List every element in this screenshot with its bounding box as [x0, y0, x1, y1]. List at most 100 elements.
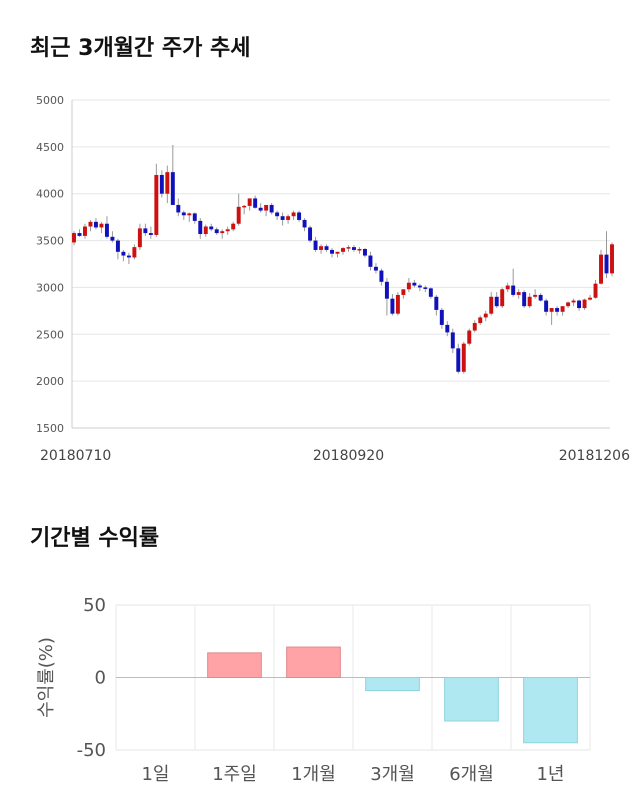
- candle-body: [148, 233, 153, 235]
- candle-body: [308, 227, 313, 241]
- candle-body: [209, 226, 214, 230]
- candle-body: [401, 289, 406, 295]
- candle-body: [379, 270, 384, 282]
- candle-body: [83, 226, 87, 236]
- candle-body: [566, 302, 571, 307]
- candle-body: [428, 288, 433, 297]
- candle-body: [412, 282, 417, 286]
- y-axis-label: 수익률(%): [36, 637, 57, 718]
- y-tick-label: 5000: [36, 94, 64, 107]
- candle-body: [588, 297, 593, 300]
- candle-body: [258, 207, 263, 211]
- candle-body: [247, 198, 252, 206]
- x-tick-label: 6개월: [449, 764, 494, 785]
- return-bar: [444, 677, 499, 722]
- candle-body: [544, 300, 549, 312]
- candle-body: [203, 226, 208, 235]
- candle-body: [330, 249, 334, 254]
- price-candlestick-chart: 5000 4500 4000 3500 3000 2500 2000 1500 20180710…: [36, 94, 630, 464]
- candle-body: [154, 174, 159, 235]
- candle-body: [297, 212, 302, 220]
- return-chart-title: 기간별 수익률: [30, 526, 160, 551]
- candle-body: [115, 240, 120, 252]
- candle-body: [176, 204, 181, 213]
- candle-body: [77, 233, 82, 236]
- candle-body: [302, 219, 307, 228]
- candle-body: [390, 298, 395, 314]
- candle-body: [264, 204, 269, 211]
- candle-body: [341, 248, 345, 252]
- candle-body: [121, 251, 126, 256]
- candle-body: [516, 292, 521, 295]
- y-tick-label: 0: [95, 668, 106, 689]
- candle-body: [549, 308, 554, 312]
- return-bar: [207, 652, 262, 678]
- x-tick-label: 1주일: [212, 764, 257, 785]
- return-bar: [523, 677, 578, 744]
- candle-body: [500, 289, 505, 307]
- candle-body: [445, 324, 450, 333]
- candle-body: [291, 212, 296, 217]
- x-tick-label: 20180710: [40, 448, 111, 464]
- candle-body: [253, 198, 258, 208]
- candle-body: [384, 281, 389, 299]
- x-tick-label: 3개월: [370, 764, 415, 785]
- candle-body: [132, 247, 137, 258]
- candle-body: [406, 282, 411, 290]
- y-tick-label: 4000: [36, 188, 64, 201]
- candle-body: [373, 266, 378, 271]
- y-tick-label: 3500: [36, 235, 64, 248]
- candle-body: [231, 223, 236, 230]
- candle-body: [395, 294, 400, 314]
- candle-body: [72, 233, 76, 243]
- candle-body: [335, 251, 340, 254]
- candle-body: [472, 323, 477, 331]
- candle-body: [269, 204, 274, 213]
- x-tick-label: 1개월: [291, 764, 336, 785]
- candle-body: [324, 246, 329, 250]
- candle-body: [467, 330, 472, 344]
- candle-body: [280, 216, 285, 220]
- return-bar-chart: 50 0 -50 수익률(%) 1일 1주일 1개월 3개월 6개월 1년: [36, 595, 591, 785]
- candle-body: [368, 255, 373, 267]
- candle-body: [313, 240, 318, 250]
- candle-body: [93, 221, 98, 228]
- y-tick-label: 50: [83, 595, 106, 616]
- candle-body: [181, 212, 186, 216]
- candle-body: [538, 294, 543, 301]
- candle-body: [527, 296, 532, 307]
- candle-body: [362, 249, 367, 256]
- candle-body: [236, 206, 241, 224]
- candle-body: [417, 285, 422, 288]
- candle-body: [352, 247, 356, 250]
- y-tick-label: 2500: [36, 328, 64, 341]
- candle-body: [220, 231, 225, 234]
- x-tick-label: 1일: [141, 764, 169, 785]
- candle-body: [198, 220, 203, 235]
- candle-body: [225, 229, 230, 232]
- return-bar: [365, 677, 420, 692]
- candle-body: [319, 246, 324, 250]
- y-tick-label: 1500: [36, 422, 64, 435]
- candle-body: [159, 174, 164, 194]
- price-chart-title: 최근 3개월간 주가 추세: [30, 36, 251, 61]
- candle-body: [192, 213, 197, 221]
- candle-body: [99, 223, 104, 228]
- candle-body: [461, 343, 466, 372]
- return-bar: [286, 646, 341, 678]
- candle-body: [242, 205, 247, 208]
- candle-body: [346, 247, 351, 249]
- candle-body: [599, 254, 603, 284]
- y-tick-label: 4500: [36, 141, 64, 154]
- candle-body: [610, 244, 614, 274]
- candle-body: [286, 216, 291, 220]
- candle-body: [126, 255, 131, 258]
- candle-body: [456, 348, 461, 372]
- candle-body: [434, 296, 439, 310]
- candle-body: [450, 332, 455, 349]
- candle-body: [505, 285, 510, 290]
- candle-body: [137, 228, 142, 248]
- candle-body: [489, 296, 494, 314]
- candle-body: [165, 172, 170, 194]
- candle-body: [88, 221, 93, 227]
